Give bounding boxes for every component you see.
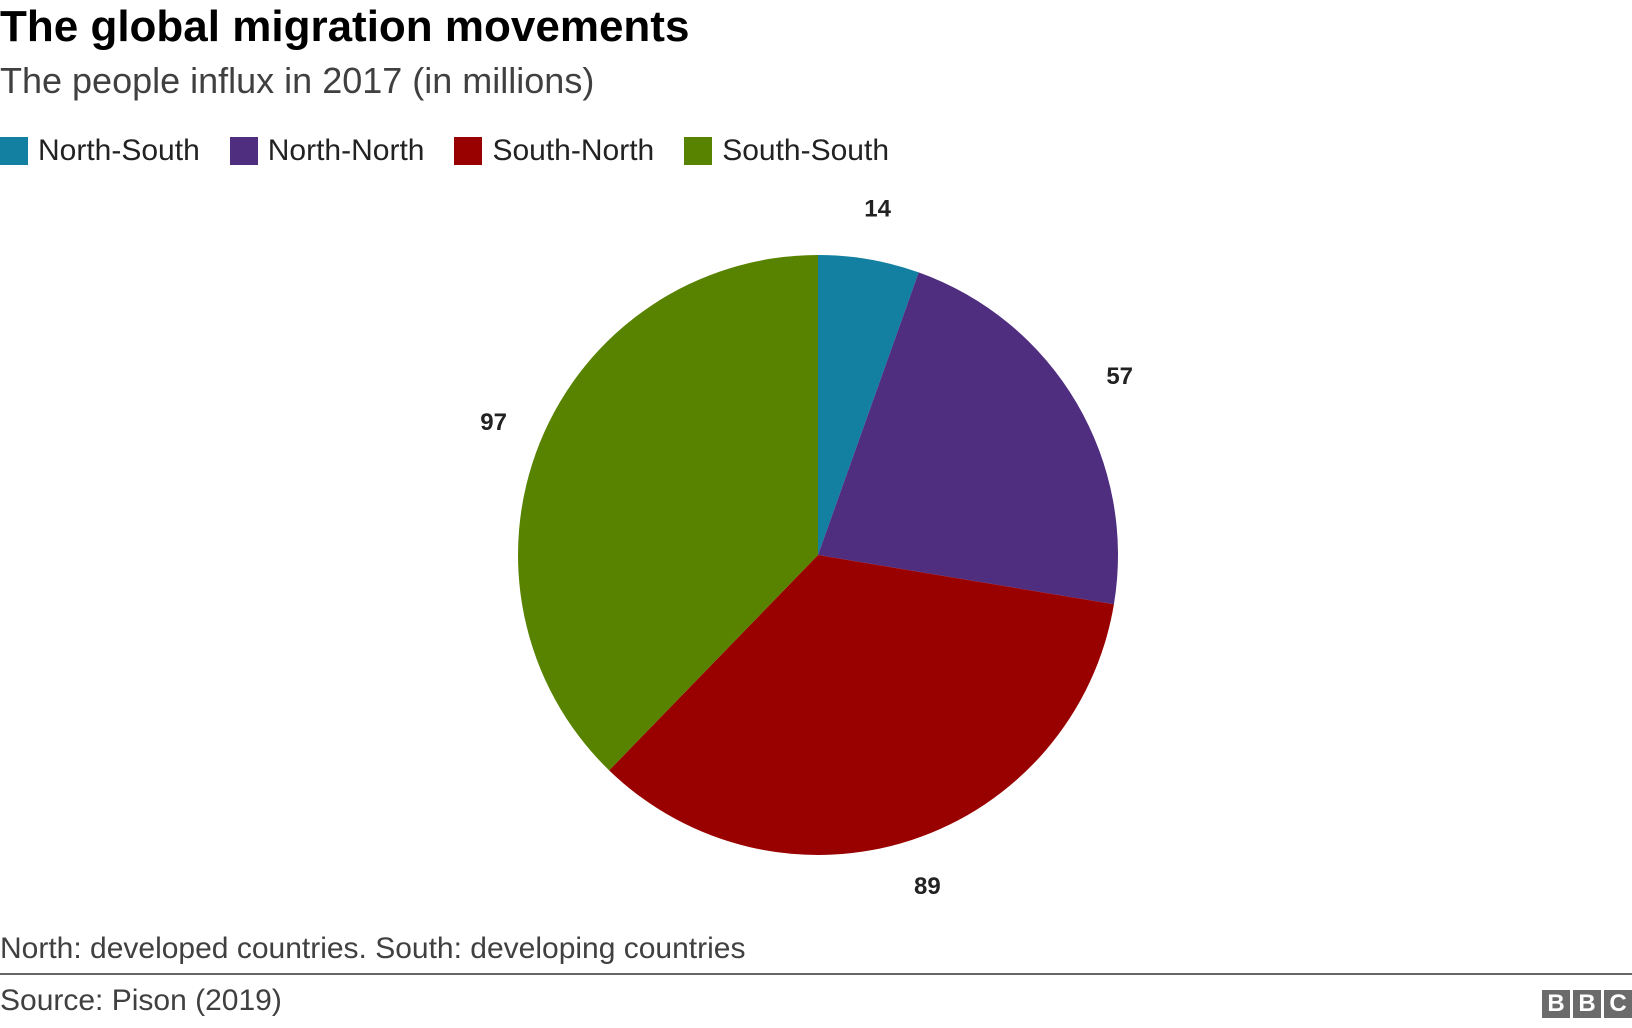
pie-chart: 14 57 89 97 bbox=[480, 195, 1133, 900]
chart-subtitle: The people influx in 2017 (in millions) bbox=[0, 60, 595, 101]
source-text: Source: Pison (2019) bbox=[0, 984, 282, 1017]
data-label-north-north: 57 bbox=[1106, 363, 1133, 390]
pie-slice-south-south bbox=[518, 255, 818, 771]
legend-item-south-north: South-North bbox=[454, 134, 654, 168]
legend-item-north-south: North-South bbox=[0, 134, 200, 168]
logo-letter: B bbox=[1573, 990, 1601, 1018]
legend-swatch-north-south bbox=[0, 137, 28, 165]
legend-item-south-south: South-South bbox=[684, 134, 889, 168]
data-label-south-north: 89 bbox=[914, 873, 941, 900]
pie-slice-south-north bbox=[609, 555, 1114, 856]
pie-slice-north-north bbox=[818, 272, 1119, 605]
legend: North-South North-North South-North Sout… bbox=[0, 134, 889, 168]
legend-swatch-south-north bbox=[454, 137, 483, 165]
legend-label: North-South bbox=[38, 134, 200, 167]
logo-letter: C bbox=[1604, 990, 1632, 1018]
data-label-north-south: 14 bbox=[864, 195, 891, 222]
pie-slice-north-south bbox=[818, 255, 919, 555]
legend-label: South-North bbox=[492, 134, 655, 167]
logo-letter: B bbox=[1542, 990, 1570, 1018]
data-label-south-south: 97 bbox=[480, 409, 507, 436]
legend-swatch-north-north bbox=[229, 137, 258, 165]
bbc-logo: B B C bbox=[1542, 990, 1632, 1018]
legend-label: North-North bbox=[267, 134, 425, 167]
legend-swatch-south-south bbox=[684, 137, 713, 165]
footer-divider bbox=[0, 973, 1632, 975]
legend-item-north-north: North-North bbox=[229, 134, 425, 168]
chart-note: North: developed countries. South: devel… bbox=[0, 932, 746, 965]
legend-label: South-South bbox=[722, 134, 890, 167]
chart-title: The global migration movements bbox=[0, 2, 690, 51]
